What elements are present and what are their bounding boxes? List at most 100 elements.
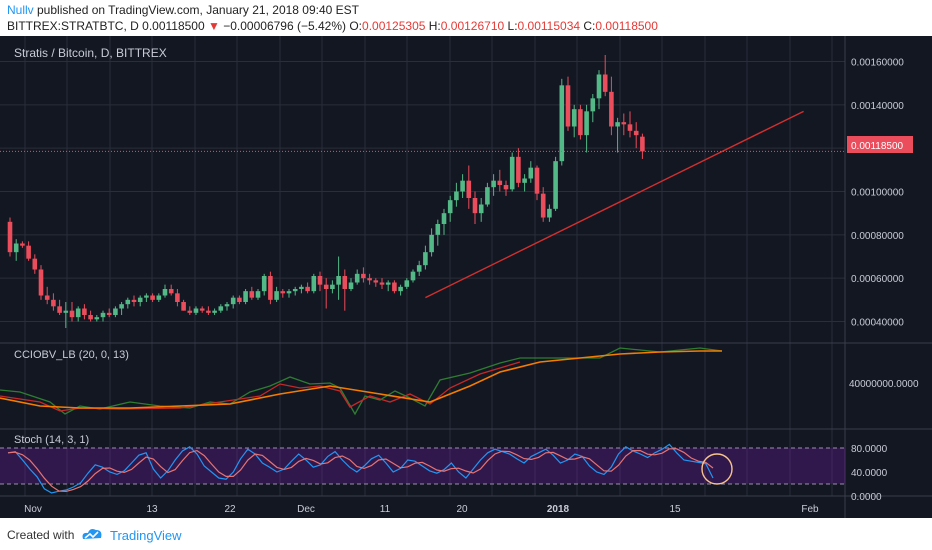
candle-body — [447, 200, 453, 214]
price-tag — [847, 136, 913, 153]
tradingview-link[interactable]: TradingView — [110, 528, 182, 543]
candle-body — [212, 310, 217, 313]
candle-body — [144, 295, 149, 298]
candle-body — [57, 306, 62, 313]
candle-body — [51, 299, 56, 307]
down-arrow-icon: ▼ — [208, 19, 220, 33]
candle-body — [584, 111, 589, 136]
time-tick: Feb — [801, 504, 819, 515]
candle-body — [435, 224, 441, 235]
candle-body — [199, 308, 205, 311]
price-tick: 0.00060000 — [851, 274, 904, 285]
price-axis: 0.001600000.001400000.001200000.00100000… — [851, 58, 904, 329]
candle-body — [466, 180, 472, 198]
candle-body — [131, 299, 137, 302]
stoch-tick: 80.0000 — [851, 444, 888, 455]
candle-body — [330, 284, 335, 289]
publish-info: published on TradingView.com, January 21… — [33, 3, 359, 17]
candle-body — [305, 286, 310, 292]
candle-body — [317, 276, 323, 285]
author-link[interactable]: Nullv — [7, 3, 34, 17]
stoch-d-line — [7, 448, 714, 493]
candle-body — [478, 204, 484, 214]
candle-body — [503, 185, 509, 190]
chart-svg[interactable]: 80.0000 40.0000 0.0000 0.00160000 0.0014000… — [0, 36, 932, 518]
candle-body — [361, 273, 366, 279]
candle-body — [410, 271, 416, 281]
trendline[interactable] — [425, 110, 804, 299]
ind1-label: CCIOBV_LB (20, 0, 13) — [14, 349, 129, 361]
candle-body — [454, 191, 459, 201]
candle-body — [559, 85, 565, 162]
candle-body — [460, 180, 465, 192]
close-label: C: — [583, 19, 596, 33]
candle-body — [75, 308, 81, 318]
candle-body — [348, 282, 354, 289]
candle-body — [94, 317, 100, 320]
ind2-label: Stoch (14, 3, 1) — [14, 434, 89, 446]
grid — [0, 36, 845, 496]
low-label: L: — [507, 19, 518, 33]
chart-area[interactable]: 80.0000 40.0000 0.0000 0.00160000 0.0014000… — [0, 36, 932, 518]
candle-body — [125, 299, 131, 305]
candle-body — [274, 291, 279, 300]
candle-body — [491, 180, 496, 188]
candle-body — [534, 167, 540, 194]
candle-body — [162, 289, 168, 296]
candle-body — [373, 280, 379, 283]
candle-body — [299, 286, 304, 289]
last-price: 0.00118500 — [142, 19, 205, 33]
candle-body — [268, 276, 273, 300]
candle-body — [150, 295, 155, 300]
candle-body — [621, 122, 627, 125]
ohlc-line: BITTREX:STRATBTC, D 0.00118500 ▼ −0.0000… — [7, 19, 658, 33]
candle-body — [249, 291, 255, 298]
pane-title: Stratis / Bitcoin, D, BITTREX — [14, 46, 167, 60]
cci-signal-line — [0, 350, 722, 409]
candle-body — [516, 156, 521, 183]
candle-body — [485, 187, 490, 205]
candle-body — [553, 161, 558, 209]
candle-body — [187, 310, 193, 313]
time-tick: Dec — [297, 504, 315, 515]
candle-body — [38, 269, 44, 296]
candle-body — [571, 109, 577, 127]
candle-body — [69, 310, 75, 318]
candle-body — [113, 308, 118, 315]
candle-body — [609, 91, 614, 127]
cciobv-indicator — [0, 347, 723, 416]
candle-body — [156, 295, 162, 300]
price-tag-label: 0.00118500 — [851, 141, 904, 152]
price-tick: 0.00140000 — [851, 101, 904, 112]
time-tick: 22 — [224, 504, 236, 515]
candle-body — [633, 130, 639, 136]
candle-body — [119, 304, 124, 309]
tradingview-cloud-icon — [82, 529, 102, 539]
candle-body — [547, 208, 552, 218]
candle-body — [181, 302, 186, 311]
stoch-indicator: 80.0000 40.0000 0.0000 — [0, 443, 888, 503]
candle-body — [237, 297, 242, 302]
candle-body — [206, 310, 211, 313]
pane-separators — [0, 36, 932, 518]
candle-body — [379, 282, 385, 285]
candle-body — [354, 273, 360, 283]
candle-body — [106, 312, 112, 315]
candle-body — [423, 252, 428, 266]
candle-body — [392, 282, 397, 292]
candle-body — [82, 308, 87, 315]
candle-body — [193, 308, 199, 313]
candle-body — [88, 315, 93, 320]
price-tick: 0.00040000 — [851, 318, 904, 329]
low-value: 0.00115034 — [517, 19, 581, 33]
high-label: H: — [428, 19, 441, 33]
candle-body — [416, 265, 422, 272]
candle-body — [497, 180, 503, 185]
candle-body — [230, 297, 236, 305]
ind1-tick: 40000000.0000 — [849, 379, 919, 390]
candle-body — [528, 167, 534, 179]
price-tick: 0.00100000 — [851, 188, 904, 199]
candle-body — [509, 156, 515, 190]
candle-body — [602, 74, 608, 92]
candle-body — [336, 276, 341, 285]
